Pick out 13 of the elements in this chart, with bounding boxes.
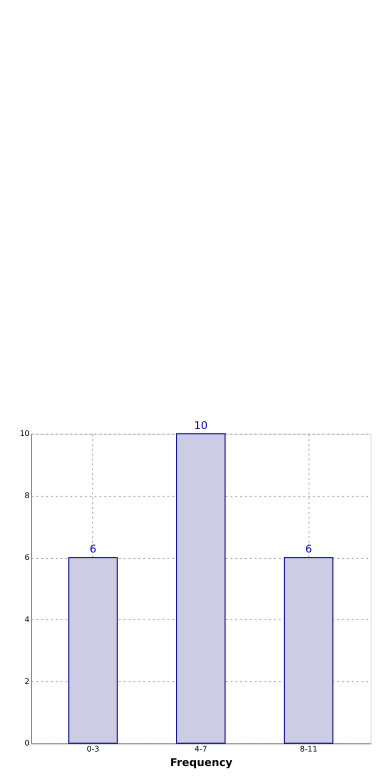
y-tick-label: 8 xyxy=(24,491,30,500)
y-tick-label: 10 xyxy=(20,429,30,438)
data-label: 10 xyxy=(194,418,208,432)
x-tick-label: 8-11 xyxy=(300,744,318,754)
x-tick-label: 4-7 xyxy=(194,744,208,754)
data-label: 6 xyxy=(90,542,97,556)
x-axis-title: Frequency xyxy=(170,756,233,770)
y-tick-label: 0 xyxy=(24,738,30,748)
x-tick-label: 0-3 xyxy=(86,744,100,754)
y-tick-label: 6 xyxy=(24,553,30,562)
y-tick-label: 4 xyxy=(24,614,30,624)
y-tick-label: 2 xyxy=(24,676,30,686)
data-label: 6 xyxy=(305,542,312,556)
